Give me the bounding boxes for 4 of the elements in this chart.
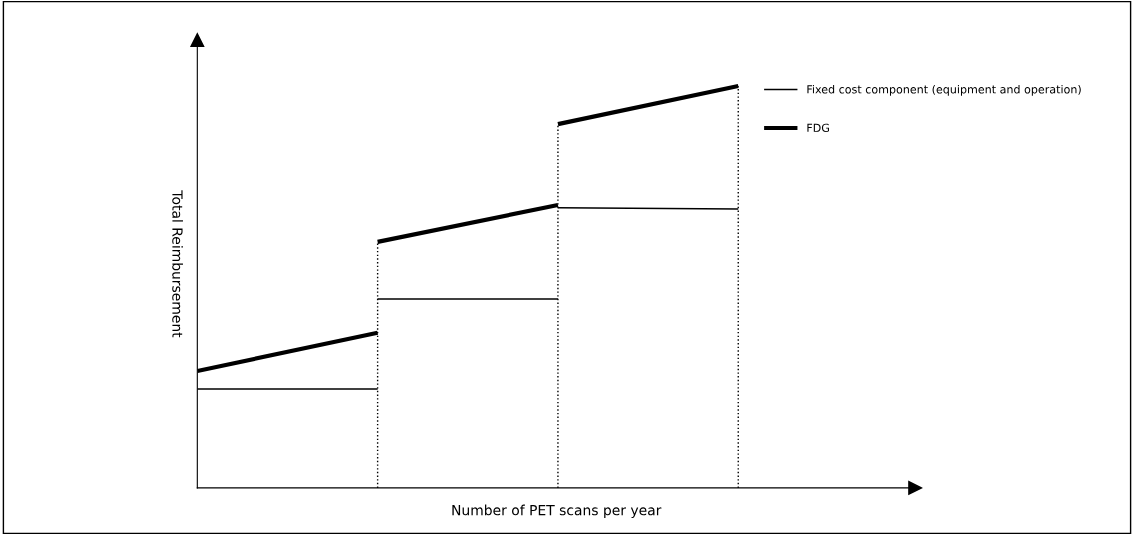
- legend-label: Fixed cost component (equipment and operation): [807, 84, 1081, 96]
- legend-label: FDG: [807, 123, 829, 133]
- x-axis-title: Number of PET scans per year: [452, 504, 662, 519]
- y-axis-title: Total Reimbursement: [172, 190, 183, 338]
